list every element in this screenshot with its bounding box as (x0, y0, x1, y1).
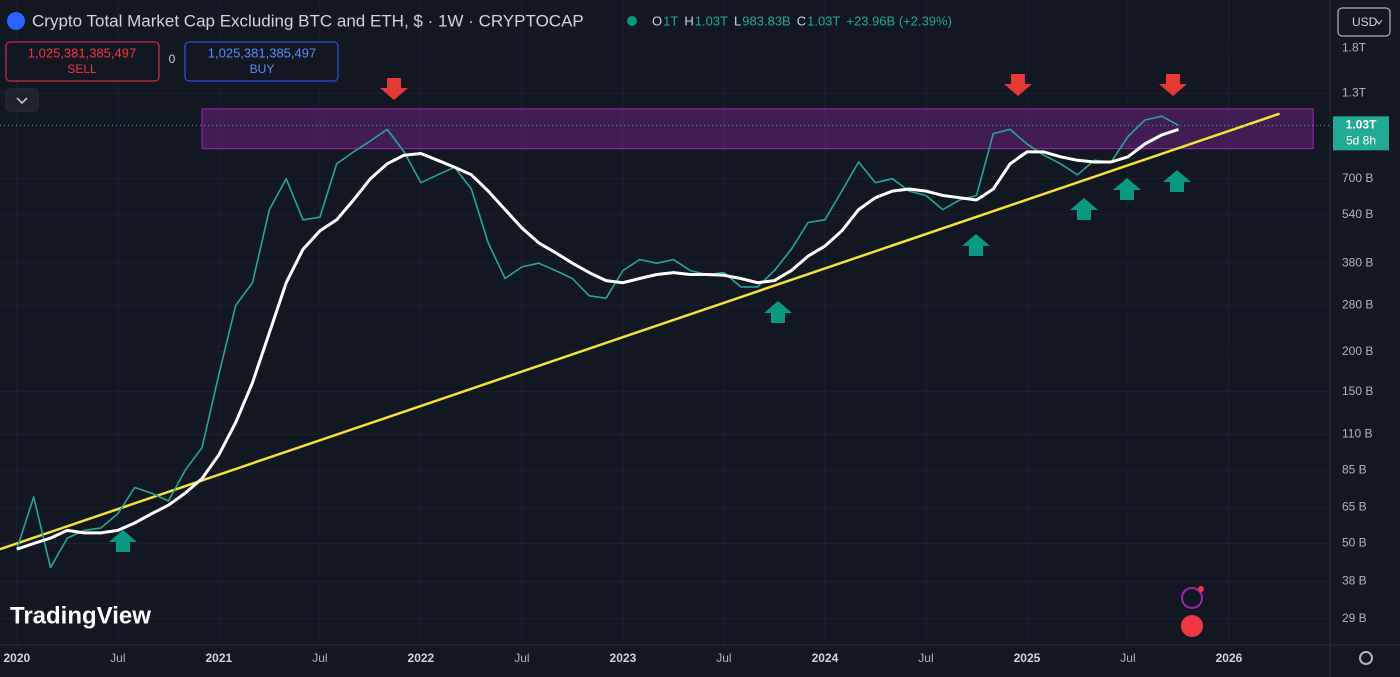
flag-icon[interactable] (1181, 615, 1203, 637)
up-arrow (1070, 198, 1098, 220)
y-tick-label: 150 B (1342, 384, 1373, 398)
x-tick-label: Jul (514, 651, 529, 665)
ohlc-label: H (684, 13, 693, 28)
plot (0, 0, 1330, 645)
y-tick-label: 380 B (1342, 255, 1373, 269)
price-tag (1333, 116, 1389, 151)
y-tick-label: 85 B (1342, 462, 1367, 476)
chevron (16, 97, 28, 105)
x-tick-label: Jul (716, 651, 731, 665)
title: Crypto Total Market Cap Excluding BTC an… (32, 11, 584, 30)
x-tick-label: 2024 (812, 651, 839, 665)
buy-label: BUY (250, 62, 275, 76)
down-arrow (1004, 74, 1032, 96)
x-tick-label: Jul (918, 651, 933, 665)
y-tick-label: 50 B (1342, 536, 1367, 550)
currency-button[interactable] (1337, 7, 1391, 37)
change: +23.96B (+2.39%) (846, 13, 952, 28)
symbol-logo (7, 12, 25, 30)
price-line-series (16, 115, 1179, 569)
settings-icon[interactable] (1359, 651, 1373, 665)
x-tick-label: 2022 (408, 651, 435, 665)
x-tick-label: 2021 (206, 651, 233, 665)
y-tick-label: 700 B (1342, 171, 1373, 185)
buy-price: 1,025,381,385,497 (208, 45, 316, 60)
x-tick-label: Jul (1120, 651, 1135, 665)
status-dot (627, 16, 637, 26)
down-arrow (380, 78, 408, 100)
sell-label: SELL (67, 62, 97, 76)
ohlc-value: 1T (663, 13, 678, 28)
y-tick-label: 65 B (1342, 499, 1367, 513)
spread: 0 (169, 52, 176, 66)
y-tick-label: 1.3T (1342, 85, 1367, 99)
ohlc-value: 983.83B (742, 13, 790, 28)
x-tick-label: 2020 (3, 651, 30, 665)
collapse-button[interactable] (5, 88, 39, 112)
x-tick-label: Jul (110, 651, 125, 665)
y-tick-label: 1.8T (1342, 40, 1367, 54)
events-icon[interactable] (1181, 587, 1203, 609)
x-tick-label: 2026 (1216, 651, 1243, 665)
trend-line (0, 112, 1280, 551)
up-arrow (962, 234, 990, 256)
ohlc-label: C (797, 13, 806, 28)
currency: USD (1352, 15, 1378, 29)
y-tick-label: 200 B (1342, 344, 1373, 358)
ohlc: O 1T H 1.03T L 983.83B C 1.03T +23.96B (+2.39%) (652, 13, 952, 28)
down-arrow (1159, 74, 1187, 96)
y-tick-label: 280 B (1342, 298, 1373, 312)
brand: TradingView (10, 602, 151, 629)
up-arrow (764, 301, 792, 323)
up-arrow (109, 530, 137, 552)
y-tick-label: 110 B (1342, 427, 1372, 441)
moving-average (16, 127, 1179, 551)
badge (1198, 586, 1204, 592)
x-tick-label: 2023 (610, 651, 637, 665)
ohlc-label: L (734, 13, 741, 28)
y-tick-label: 38 B (1342, 574, 1367, 588)
up-arrow (1163, 170, 1191, 192)
ohlc-label: O (652, 13, 662, 28)
y-tick-label: 540 B (1342, 207, 1373, 221)
ohlc-value: 1.03T (695, 13, 728, 28)
sell-price: 1,025,381,385,497 (28, 45, 136, 60)
up-arrow (1113, 178, 1141, 200)
x-tick-label: 2025 (1014, 651, 1041, 665)
ohlc-value: 1.03T (807, 13, 840, 28)
x-tick-label: Jul (312, 651, 327, 665)
chevron (1375, 19, 1383, 25)
arrows (109, 74, 1191, 552)
sell-button[interactable] (5, 41, 160, 82)
buy-button[interactable] (184, 41, 339, 82)
price-tag-label: 1.03T (1346, 117, 1377, 131)
countdown: 5d 8h (1346, 133, 1376, 147)
y-tick-label: 29 B (1342, 611, 1367, 625)
